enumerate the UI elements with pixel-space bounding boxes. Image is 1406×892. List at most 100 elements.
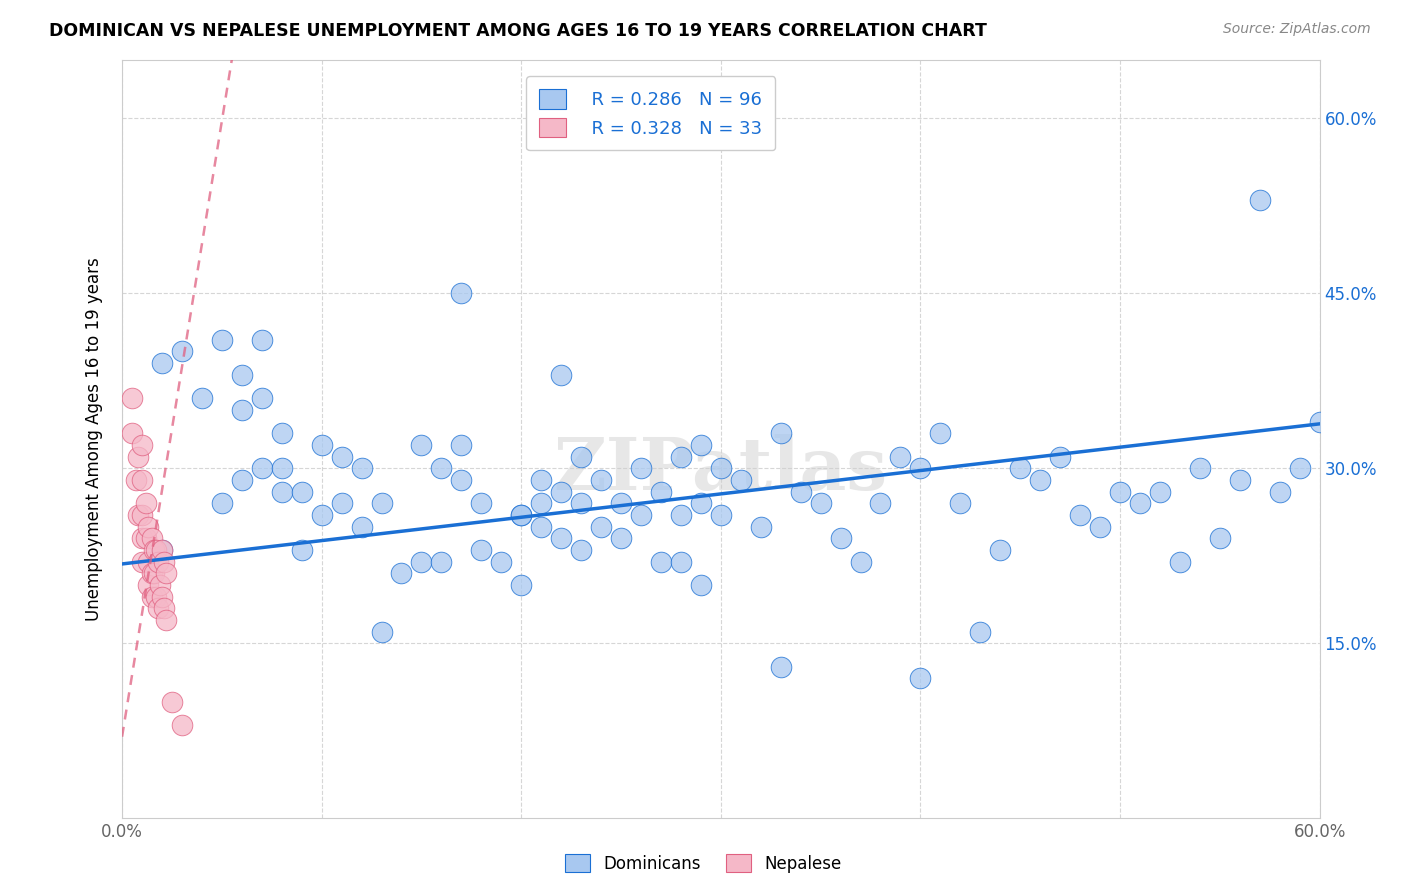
Point: [155, 613, 177, 627]
Point: [250, 333, 273, 347]
Point: [530, 519, 553, 533]
Point: [689, 496, 711, 510]
Point: [949, 496, 972, 510]
Point: [510, 578, 533, 592]
Point: [450, 473, 472, 487]
Point: [769, 659, 792, 673]
Point: [710, 508, 733, 522]
Point: [1268, 484, 1291, 499]
Point: [1229, 473, 1251, 487]
Point: [250, 461, 273, 475]
Point: [291, 484, 314, 499]
Legend:   R = 0.286   N = 96,   R = 0.328   N = 33: R = 0.286 N = 96, R = 0.328 N = 33: [526, 76, 775, 150]
Point: [1209, 531, 1232, 545]
Point: [1188, 461, 1211, 475]
Point: [1149, 484, 1171, 499]
Point: [145, 590, 167, 604]
Point: [211, 496, 233, 510]
Point: [330, 496, 353, 510]
Point: [170, 718, 193, 732]
Point: [1029, 473, 1052, 487]
Point: [350, 461, 373, 475]
Point: [650, 484, 672, 499]
Point: [150, 543, 173, 558]
Point: [370, 624, 392, 639]
Point: [650, 555, 672, 569]
Point: [569, 450, 592, 464]
Point: [231, 402, 253, 417]
Point: [430, 461, 453, 475]
Point: [910, 461, 932, 475]
Point: [550, 531, 572, 545]
Point: [370, 496, 392, 510]
Point: [270, 484, 292, 499]
Point: [250, 391, 273, 405]
Point: [131, 438, 153, 452]
Point: [910, 671, 932, 685]
Point: [470, 543, 492, 558]
Point: [146, 601, 169, 615]
Point: [630, 461, 652, 475]
Point: [1129, 496, 1152, 510]
Point: [589, 473, 612, 487]
Point: [1249, 193, 1271, 207]
Point: [121, 426, 143, 441]
Point: [191, 391, 214, 405]
Point: [150, 356, 173, 370]
Point: [689, 438, 711, 452]
Point: [153, 601, 176, 615]
Point: [810, 496, 832, 510]
Point: [150, 543, 173, 558]
Text: DOMINICAN VS NEPALESE UNEMPLOYMENT AMONG AGES 16 TO 19 YEARS CORRELATION CHART: DOMINICAN VS NEPALESE UNEMPLOYMENT AMONG…: [49, 22, 987, 40]
Point: [610, 531, 633, 545]
Point: [710, 461, 733, 475]
Point: [689, 578, 711, 592]
Point: [769, 426, 792, 441]
Point: [510, 508, 533, 522]
Point: [270, 461, 292, 475]
Legend: Dominicans, Nepalese: Dominicans, Nepalese: [558, 847, 848, 880]
Point: [988, 543, 1011, 558]
Point: [491, 555, 513, 569]
Point: [131, 531, 153, 545]
Point: [530, 496, 553, 510]
Point: [1309, 415, 1331, 429]
Point: [730, 473, 752, 487]
Point: [270, 426, 292, 441]
Point: [470, 496, 492, 510]
Point: [231, 368, 253, 382]
Point: [550, 368, 572, 382]
Point: [669, 508, 692, 522]
Point: [849, 555, 872, 569]
Point: [929, 426, 952, 441]
Point: [311, 508, 333, 522]
Point: [1088, 519, 1111, 533]
Point: [145, 543, 167, 558]
Point: [143, 543, 166, 558]
Point: [127, 508, 149, 522]
Point: [121, 391, 143, 405]
Point: [146, 555, 169, 569]
Point: [160, 695, 183, 709]
Point: [630, 508, 652, 522]
Point: [1049, 450, 1071, 464]
Point: [149, 578, 172, 592]
Point: [550, 484, 572, 499]
Point: [136, 578, 159, 592]
Point: [411, 438, 433, 452]
Point: [530, 473, 553, 487]
Point: [150, 590, 173, 604]
Point: [789, 484, 811, 499]
Point: [589, 519, 612, 533]
Point: [391, 566, 413, 581]
Point: [135, 496, 157, 510]
Point: [141, 566, 163, 581]
Point: [569, 543, 592, 558]
Point: [1109, 484, 1132, 499]
Point: [141, 590, 163, 604]
Point: [830, 531, 852, 545]
Point: [669, 555, 692, 569]
Point: [510, 508, 533, 522]
Point: [170, 344, 193, 359]
Point: [330, 450, 353, 464]
